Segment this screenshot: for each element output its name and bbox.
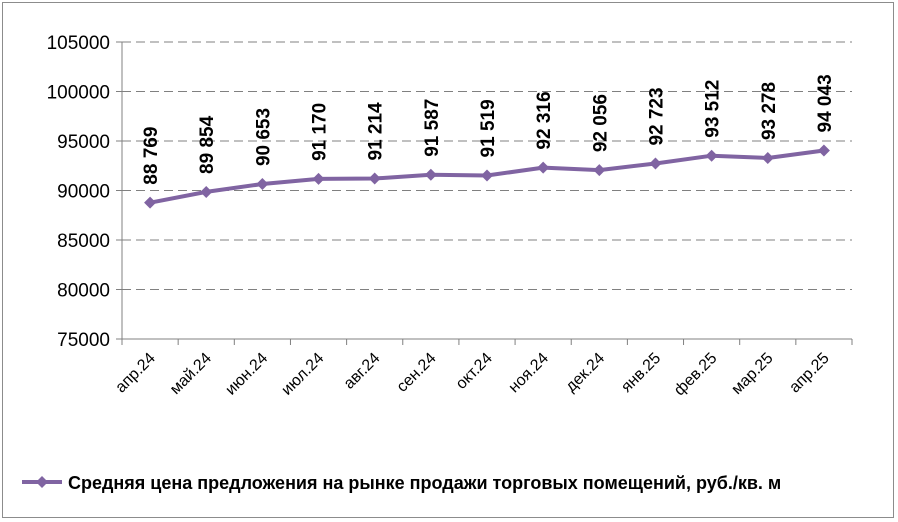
legend: Средняя цена предложения на рынке продаж… xyxy=(22,473,781,493)
data-label: 92 056 xyxy=(590,94,611,152)
data-point-marker xyxy=(144,196,157,209)
data-point-marker xyxy=(256,178,269,191)
y-tick-label: 105000 xyxy=(47,33,110,54)
legend-marker-swatch xyxy=(36,476,48,488)
data-point-marker xyxy=(817,144,830,157)
y-tick-label: 90000 xyxy=(57,182,110,203)
x-tick-label: фев.25 xyxy=(671,350,720,399)
data-point-marker xyxy=(537,161,550,174)
y-tick-label: 85000 xyxy=(57,231,110,252)
data-label: 88 769 xyxy=(141,127,162,185)
data-label: 93 512 xyxy=(703,80,724,138)
gridlines xyxy=(122,41,852,290)
data-point-marker xyxy=(481,169,493,182)
axes xyxy=(116,41,853,345)
data-labels: 88 769 89 854 90 653 91 170 91 214 91 587 91 5… xyxy=(141,74,836,184)
x-tick-label: июл.24 xyxy=(278,350,327,399)
data-point-marker xyxy=(593,164,606,177)
x-tick-label: дек.24 xyxy=(563,350,609,396)
data-label: 94 043 xyxy=(815,74,836,132)
data-point-marker xyxy=(200,185,213,198)
y-tick-labels: 75000 80000 85000 90000 95000 100000 105000 xyxy=(47,33,110,351)
y-tick-label: 80000 xyxy=(57,281,110,302)
y-tick-label: 95000 xyxy=(57,132,110,153)
series-layer xyxy=(144,144,830,209)
x-tick-label: апр.25 xyxy=(786,350,833,397)
data-label: 92 316 xyxy=(534,91,555,149)
data-label: 93 278 xyxy=(759,82,780,140)
legend-series-label: Средняя цена предложения на рынке продаж… xyxy=(68,473,781,493)
data-label: 91 587 xyxy=(422,99,443,157)
data-point-marker xyxy=(368,172,381,185)
data-point-marker xyxy=(761,152,774,165)
data-label: 91 170 xyxy=(310,103,331,161)
x-tick-label: май.24 xyxy=(167,350,215,398)
x-tick-labels: апр.24 май.24 июн.24 июл.24 авг.24 сен.24 окт.… xyxy=(112,350,832,399)
x-tick-label: сен.24 xyxy=(394,350,440,396)
x-tick-label: окт.24 xyxy=(453,350,496,393)
data-point-marker xyxy=(705,149,718,162)
x-tick-label: авг.24 xyxy=(341,350,384,393)
data-label: 91 214 xyxy=(366,102,387,161)
x-tick-label: ноя.24 xyxy=(506,350,552,396)
x-tick-label: янв.25 xyxy=(618,350,664,396)
data-point-marker xyxy=(649,157,662,170)
x-tick-label: июн.24 xyxy=(222,350,271,399)
x-tick-label: мар.25 xyxy=(728,350,776,398)
y-tick-label: 100000 xyxy=(47,83,110,104)
data-label: 92 723 xyxy=(646,87,667,145)
data-label: 90 653 xyxy=(253,108,274,166)
data-point-marker xyxy=(312,172,325,185)
y-tick-label: 75000 xyxy=(57,330,110,351)
data-label: 91 519 xyxy=(478,99,499,157)
x-tick-label: апр.24 xyxy=(112,350,159,397)
data-point-marker xyxy=(424,168,437,181)
data-label: 89 854 xyxy=(197,115,218,174)
